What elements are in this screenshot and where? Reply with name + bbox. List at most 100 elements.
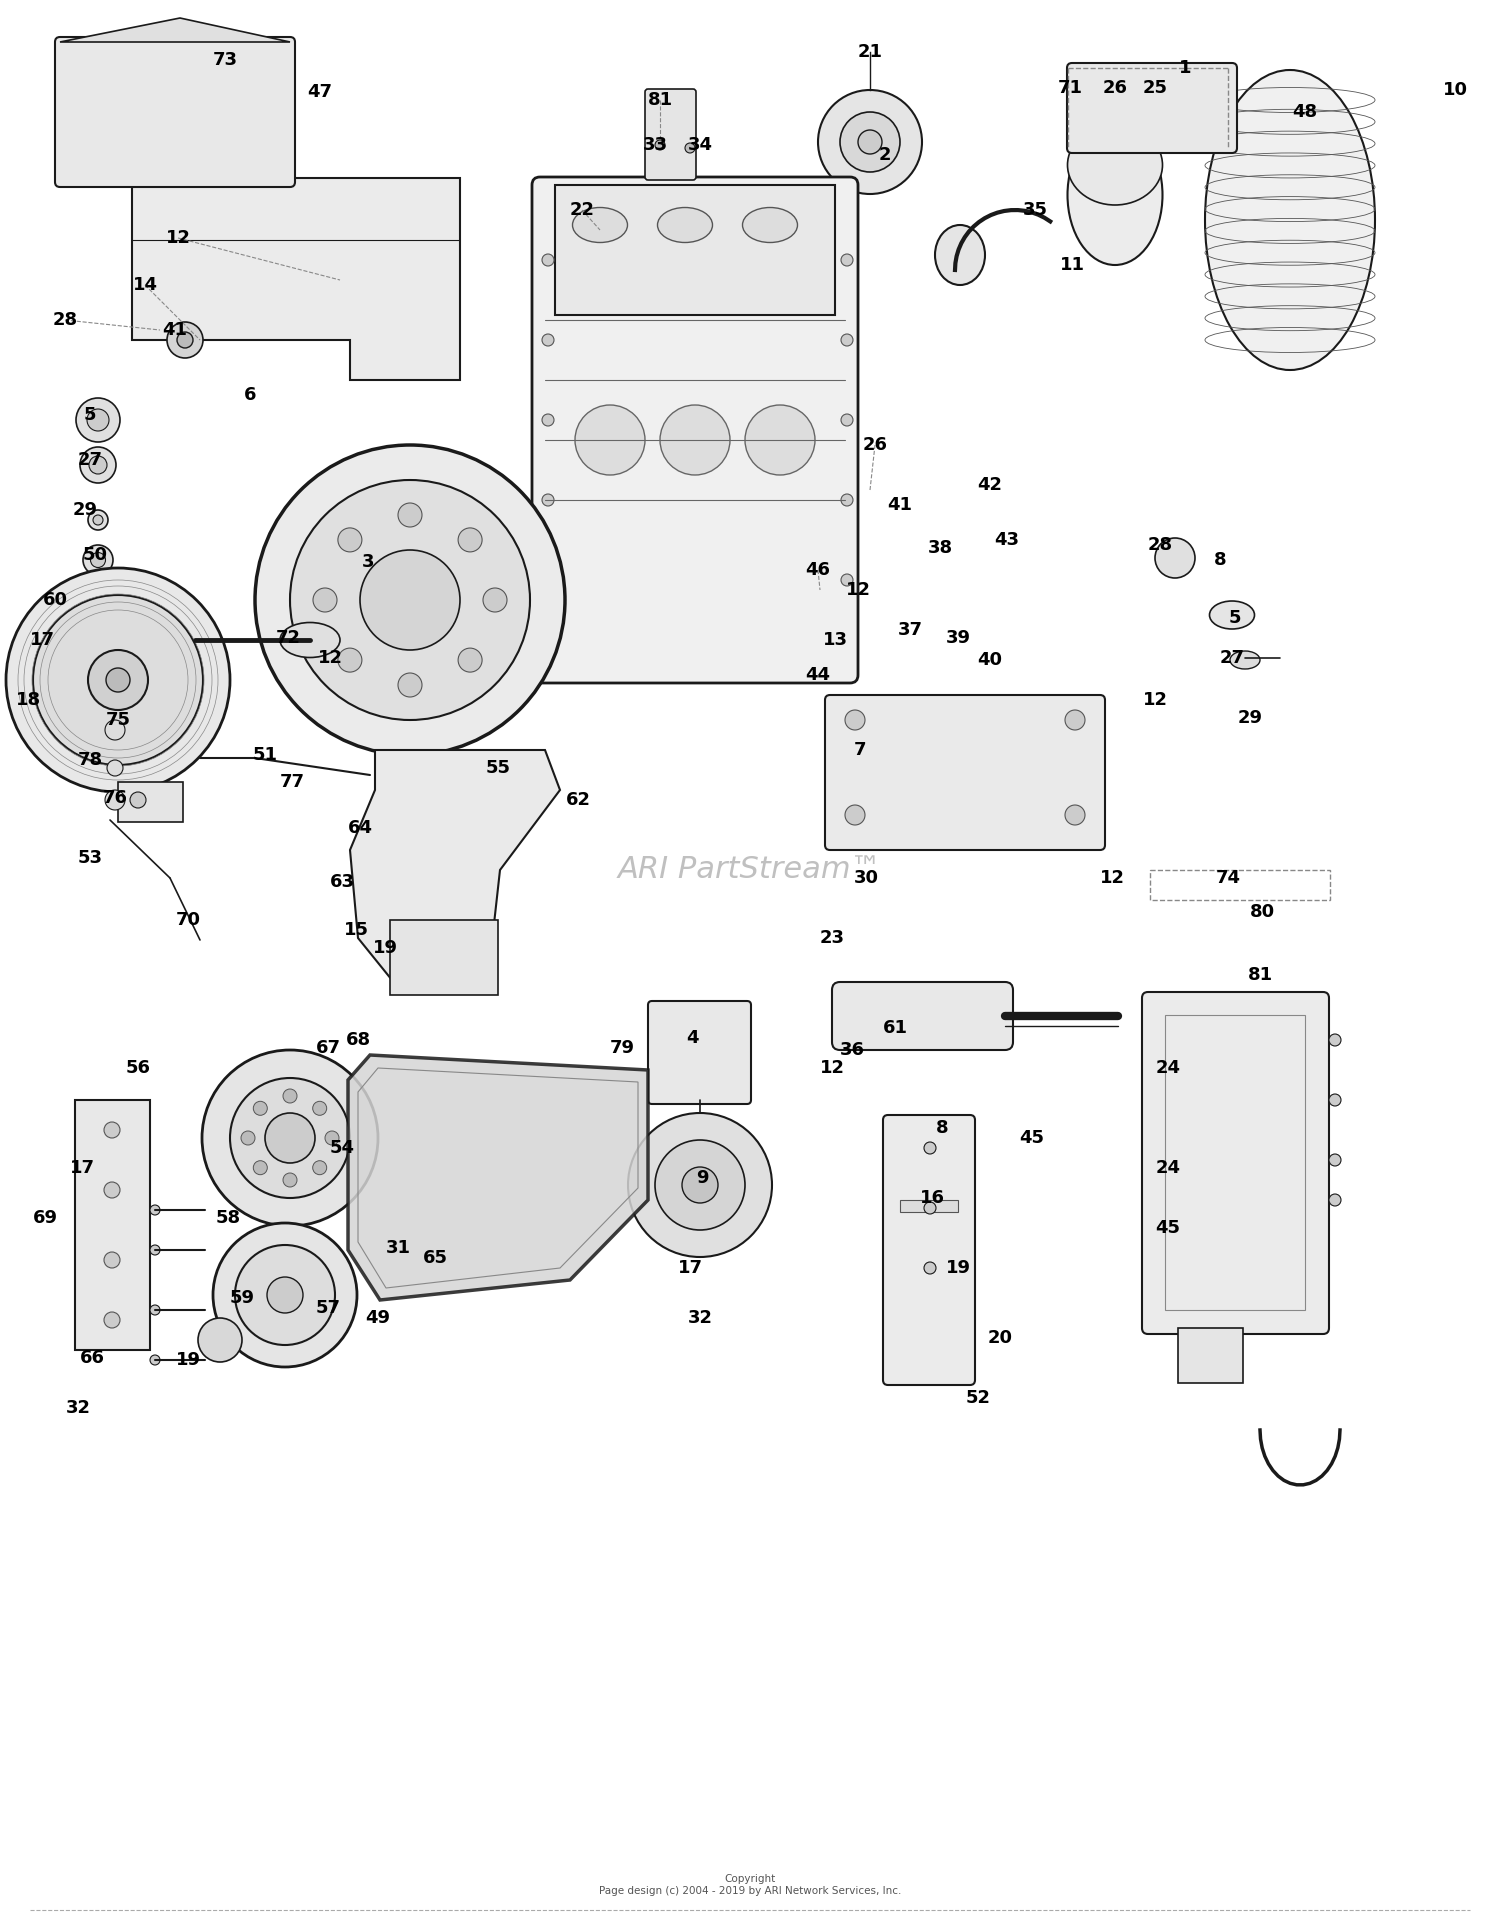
Text: 74: 74 — [1215, 868, 1240, 887]
Circle shape — [106, 760, 123, 775]
Circle shape — [924, 1262, 936, 1273]
Circle shape — [542, 575, 554, 586]
Text: 72: 72 — [276, 629, 300, 646]
Text: 1: 1 — [1179, 60, 1191, 77]
Circle shape — [255, 446, 566, 754]
Ellipse shape — [1209, 602, 1254, 629]
Text: 52: 52 — [966, 1389, 990, 1406]
Circle shape — [254, 1101, 267, 1115]
Circle shape — [360, 550, 460, 650]
Text: 75: 75 — [105, 712, 130, 729]
Circle shape — [88, 650, 148, 710]
Circle shape — [1065, 804, 1084, 826]
Text: 39: 39 — [945, 629, 970, 646]
Text: 47: 47 — [308, 83, 333, 100]
Text: 71: 71 — [1058, 79, 1083, 96]
Text: 23: 23 — [819, 930, 844, 947]
FancyBboxPatch shape — [648, 1001, 752, 1103]
Circle shape — [574, 405, 645, 475]
FancyBboxPatch shape — [56, 37, 296, 187]
Text: 17: 17 — [69, 1159, 94, 1177]
Circle shape — [90, 552, 105, 567]
Ellipse shape — [280, 623, 340, 658]
Circle shape — [88, 509, 108, 530]
Circle shape — [458, 529, 482, 552]
Circle shape — [33, 594, 203, 766]
Text: 37: 37 — [897, 621, 922, 638]
Bar — [1178, 1327, 1244, 1383]
Text: 25: 25 — [1143, 79, 1167, 96]
FancyBboxPatch shape — [833, 982, 1013, 1049]
Circle shape — [682, 1167, 718, 1204]
Text: 11: 11 — [1059, 257, 1084, 274]
Circle shape — [858, 129, 882, 154]
Circle shape — [338, 648, 362, 671]
Ellipse shape — [1068, 125, 1162, 264]
Circle shape — [254, 1161, 267, 1175]
Ellipse shape — [742, 208, 798, 243]
FancyBboxPatch shape — [884, 1115, 975, 1385]
Text: 17: 17 — [30, 631, 54, 648]
Circle shape — [93, 515, 104, 525]
Text: 36: 36 — [840, 1042, 864, 1059]
Text: 32: 32 — [66, 1399, 90, 1418]
Text: 27: 27 — [78, 451, 102, 469]
Text: ARI PartStream™: ARI PartStream™ — [618, 855, 882, 885]
Text: 4: 4 — [686, 1028, 698, 1047]
Text: 69: 69 — [33, 1209, 57, 1227]
Circle shape — [130, 793, 146, 808]
Text: 26: 26 — [862, 436, 888, 453]
Circle shape — [290, 480, 530, 720]
Circle shape — [1329, 1094, 1341, 1105]
Text: 20: 20 — [987, 1329, 1012, 1346]
Circle shape — [312, 1161, 327, 1175]
Text: 56: 56 — [126, 1059, 150, 1076]
Text: 13: 13 — [822, 631, 848, 648]
Circle shape — [150, 1354, 160, 1366]
Circle shape — [76, 397, 120, 442]
Circle shape — [844, 710, 865, 729]
Circle shape — [842, 494, 854, 505]
Circle shape — [80, 448, 116, 482]
Text: 12: 12 — [1143, 691, 1167, 710]
Text: 5: 5 — [1228, 610, 1242, 627]
Text: 27: 27 — [1220, 648, 1245, 667]
Text: 55: 55 — [486, 758, 510, 777]
FancyBboxPatch shape — [825, 694, 1106, 851]
Circle shape — [177, 332, 194, 347]
Text: 21: 21 — [858, 42, 882, 62]
Text: 40: 40 — [978, 650, 1002, 669]
Circle shape — [150, 1306, 160, 1316]
Text: 29: 29 — [72, 502, 98, 519]
Text: 28: 28 — [53, 311, 78, 330]
Bar — [75, 1100, 150, 1350]
Text: 19: 19 — [372, 939, 398, 957]
Text: 12: 12 — [846, 581, 870, 600]
Text: 10: 10 — [1443, 81, 1467, 98]
Circle shape — [104, 1312, 120, 1327]
Circle shape — [840, 112, 900, 172]
Circle shape — [656, 141, 664, 150]
Ellipse shape — [1204, 69, 1376, 370]
Circle shape — [105, 791, 125, 810]
Circle shape — [284, 1173, 297, 1186]
Text: 54: 54 — [330, 1138, 354, 1157]
Text: 29: 29 — [1238, 710, 1263, 727]
Circle shape — [150, 1206, 160, 1215]
Text: 8: 8 — [936, 1119, 948, 1136]
Circle shape — [6, 567, 230, 793]
Circle shape — [924, 1202, 936, 1213]
Circle shape — [542, 494, 554, 505]
Circle shape — [842, 415, 854, 426]
Text: 12: 12 — [819, 1059, 844, 1076]
Text: 2: 2 — [879, 147, 891, 164]
Text: 19: 19 — [176, 1350, 201, 1370]
FancyBboxPatch shape — [1066, 64, 1238, 152]
Circle shape — [242, 1130, 255, 1146]
Text: 26: 26 — [1102, 79, 1128, 96]
Text: 62: 62 — [566, 791, 591, 808]
FancyBboxPatch shape — [1142, 992, 1329, 1335]
Circle shape — [483, 588, 507, 611]
Text: 51: 51 — [252, 747, 278, 764]
Text: 45: 45 — [1155, 1219, 1180, 1236]
